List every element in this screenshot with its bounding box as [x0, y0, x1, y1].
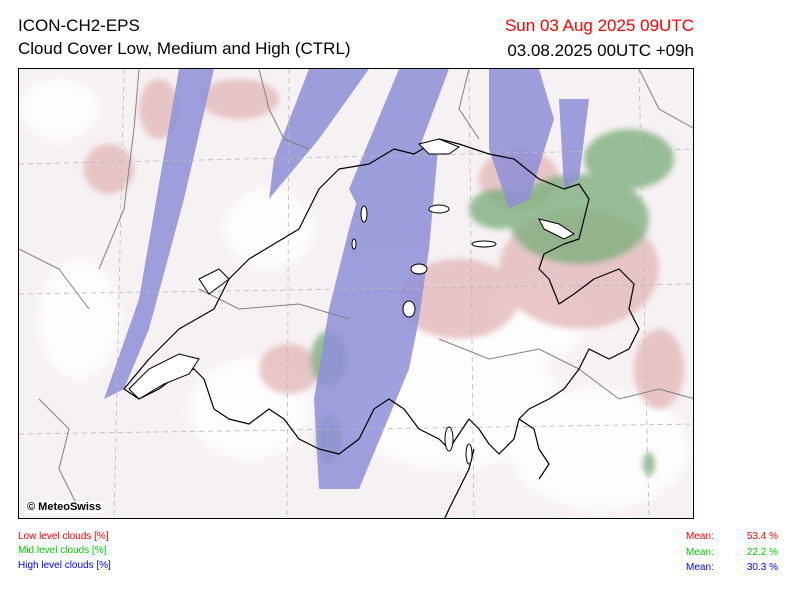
legend-mid-clouds: Mid level clouds [%]: [18, 545, 107, 556]
cloud-cover-map: © MeteoSwiss: [18, 68, 694, 519]
mean-label: Mean:: [686, 562, 714, 573]
mean-low-clouds: Mean: 53.4 %: [686, 531, 778, 542]
map-canvas: [19, 69, 693, 518]
run-time: 03.08.2025 00UTC +09h: [507, 41, 694, 60]
mean-value: 22.2 %: [746, 547, 778, 558]
legend-high-clouds: High level clouds [%]: [18, 560, 111, 571]
valid-time: Sun 03 Aug 2025 09UTC: [504, 16, 694, 35]
mean-label: Mean:: [686, 547, 714, 558]
mean-mid-clouds: Mean: 22.2 %: [686, 547, 778, 558]
map-credit: © MeteoSwiss: [25, 501, 104, 513]
lakes: [128, 138, 575, 465]
lat-lon-grid: [19, 69, 693, 518]
model-title: ICON-CH2-EPS: [18, 16, 140, 35]
legend-low-clouds: Low level clouds [%]: [18, 531, 109, 542]
mean-value: 30.3 %: [746, 562, 778, 573]
high-cloud-bands: [104, 69, 589, 489]
mean-label: Mean:: [686, 531, 714, 542]
product-subtitle: Cloud Cover Low, Medium and High (CTRL): [18, 39, 351, 58]
mean-value: 53.4 %: [746, 531, 778, 542]
mean-high-clouds: Mean: 30.3 %: [686, 562, 778, 573]
